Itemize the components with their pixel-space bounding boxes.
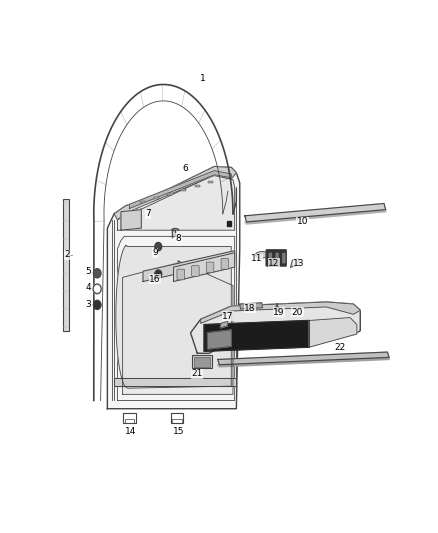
- Polygon shape: [218, 358, 389, 367]
- FancyBboxPatch shape: [154, 197, 159, 199]
- FancyBboxPatch shape: [124, 413, 135, 423]
- Polygon shape: [117, 175, 235, 230]
- Polygon shape: [191, 302, 360, 353]
- FancyBboxPatch shape: [167, 193, 173, 195]
- Polygon shape: [173, 253, 235, 281]
- Text: 1: 1: [200, 74, 205, 83]
- FancyBboxPatch shape: [177, 269, 184, 280]
- Text: 14: 14: [125, 427, 137, 436]
- Circle shape: [155, 243, 162, 251]
- Polygon shape: [130, 171, 231, 208]
- Polygon shape: [220, 321, 228, 328]
- Polygon shape: [245, 204, 386, 222]
- FancyBboxPatch shape: [192, 356, 212, 368]
- FancyBboxPatch shape: [275, 252, 279, 264]
- Polygon shape: [201, 302, 360, 324]
- FancyBboxPatch shape: [221, 259, 229, 269]
- Polygon shape: [208, 330, 231, 349]
- Circle shape: [93, 284, 101, 294]
- FancyBboxPatch shape: [206, 262, 214, 273]
- Text: 9: 9: [152, 248, 158, 257]
- FancyBboxPatch shape: [171, 413, 183, 423]
- FancyBboxPatch shape: [226, 221, 231, 225]
- FancyBboxPatch shape: [266, 249, 286, 266]
- Text: 6: 6: [183, 164, 188, 173]
- Text: 3: 3: [85, 300, 91, 309]
- Text: 20: 20: [292, 308, 303, 317]
- Circle shape: [95, 286, 99, 292]
- Text: 11: 11: [251, 254, 262, 263]
- FancyBboxPatch shape: [194, 357, 210, 367]
- Text: 5: 5: [85, 266, 91, 276]
- FancyBboxPatch shape: [208, 181, 213, 183]
- Text: 7: 7: [145, 209, 151, 218]
- Circle shape: [275, 306, 279, 311]
- Text: 18: 18: [244, 304, 256, 313]
- Circle shape: [93, 269, 101, 278]
- FancyBboxPatch shape: [192, 265, 199, 276]
- Polygon shape: [121, 209, 141, 230]
- Text: 15: 15: [173, 427, 184, 436]
- Text: 19: 19: [273, 308, 285, 317]
- Polygon shape: [123, 261, 233, 394]
- FancyBboxPatch shape: [63, 199, 69, 330]
- Text: 22: 22: [334, 343, 346, 352]
- Polygon shape: [240, 303, 262, 309]
- Polygon shape: [114, 166, 237, 220]
- Polygon shape: [117, 236, 235, 400]
- Text: 10: 10: [297, 217, 308, 227]
- Circle shape: [155, 270, 162, 278]
- FancyBboxPatch shape: [181, 189, 186, 191]
- Polygon shape: [107, 166, 240, 409]
- Text: 16: 16: [149, 275, 161, 284]
- Ellipse shape: [255, 252, 268, 258]
- Polygon shape: [114, 378, 237, 386]
- Text: 21: 21: [192, 369, 203, 378]
- FancyBboxPatch shape: [194, 184, 200, 187]
- Circle shape: [93, 301, 101, 309]
- Text: 17: 17: [222, 312, 233, 321]
- Text: 12: 12: [268, 259, 279, 268]
- Text: 8: 8: [176, 234, 181, 243]
- Polygon shape: [309, 318, 357, 347]
- FancyBboxPatch shape: [282, 252, 286, 264]
- Polygon shape: [143, 251, 235, 281]
- Polygon shape: [116, 245, 231, 388]
- Polygon shape: [245, 209, 386, 224]
- Polygon shape: [218, 352, 389, 365]
- Text: 4: 4: [85, 283, 91, 292]
- Text: 13: 13: [293, 259, 305, 268]
- Text: 2: 2: [65, 251, 71, 259]
- FancyBboxPatch shape: [140, 201, 145, 204]
- Polygon shape: [291, 259, 299, 267]
- FancyBboxPatch shape: [268, 252, 272, 264]
- Polygon shape: [204, 320, 309, 351]
